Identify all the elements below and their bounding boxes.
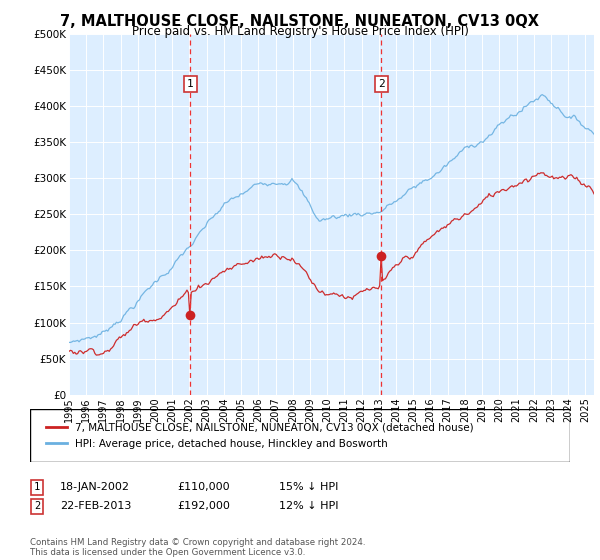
- Text: 1: 1: [187, 79, 194, 89]
- Text: £110,000: £110,000: [177, 482, 230, 492]
- Text: £192,000: £192,000: [177, 501, 230, 511]
- Text: 18-JAN-2002: 18-JAN-2002: [60, 482, 130, 492]
- Text: Contains HM Land Registry data © Crown copyright and database right 2024.
This d: Contains HM Land Registry data © Crown c…: [30, 538, 365, 557]
- Text: 15% ↓ HPI: 15% ↓ HPI: [279, 482, 338, 492]
- Legend: 7, MALTHOUSE CLOSE, NAILSTONE, NUNEATON, CV13 0QX (detached house), HPI: Average: 7, MALTHOUSE CLOSE, NAILSTONE, NUNEATON,…: [41, 417, 479, 454]
- Text: 1: 1: [34, 482, 40, 492]
- Text: 2: 2: [378, 79, 385, 89]
- Text: 12% ↓ HPI: 12% ↓ HPI: [279, 501, 338, 511]
- Text: Price paid vs. HM Land Registry's House Price Index (HPI): Price paid vs. HM Land Registry's House …: [131, 25, 469, 38]
- Text: 22-FEB-2013: 22-FEB-2013: [60, 501, 131, 511]
- Text: 7, MALTHOUSE CLOSE, NAILSTONE, NUNEATON, CV13 0QX: 7, MALTHOUSE CLOSE, NAILSTONE, NUNEATON,…: [61, 14, 539, 29]
- Text: 2: 2: [34, 501, 40, 511]
